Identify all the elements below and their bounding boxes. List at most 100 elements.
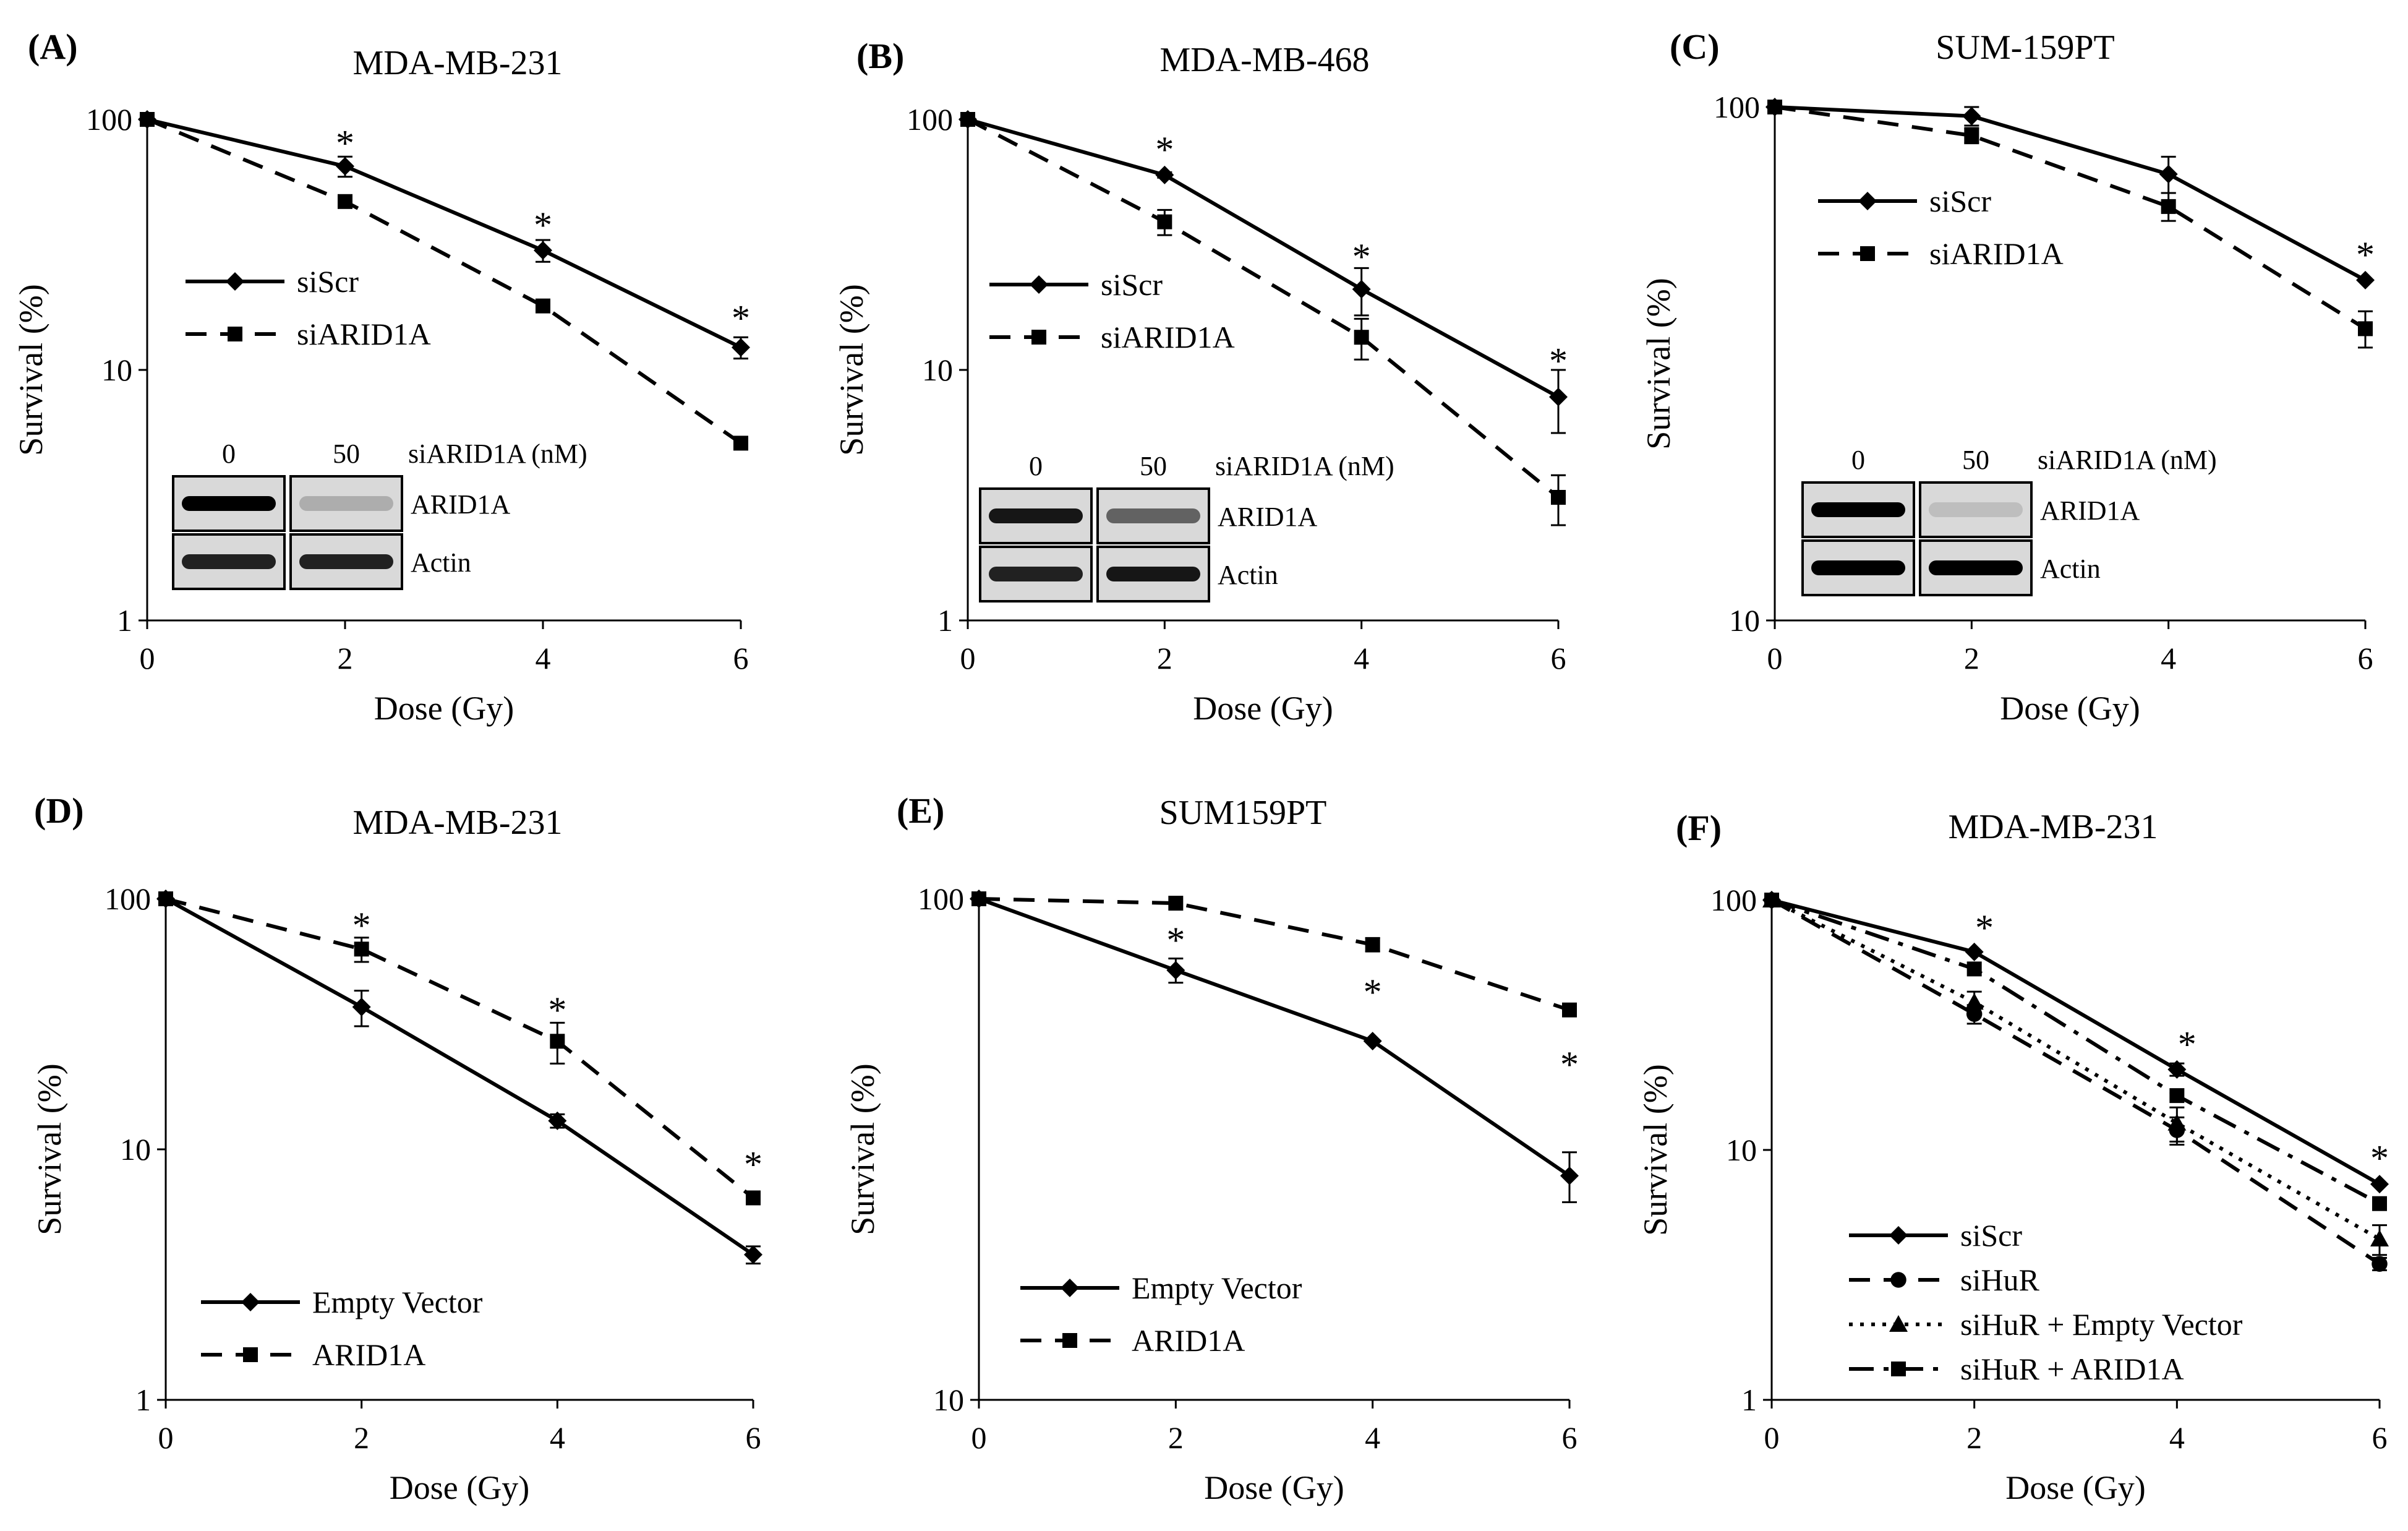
x-axis-title: Dose (Gy) <box>2005 1469 2145 1506</box>
x-tick-label: 4 <box>2169 1420 2185 1455</box>
data-point <box>1562 1002 1577 1018</box>
x-tick-label: 0 <box>140 641 155 675</box>
significance-star: * <box>1975 907 1994 948</box>
panel-title: MDA-MB-231 <box>1948 808 2158 846</box>
blot-band <box>1106 508 1200 523</box>
legend-swatch-marker <box>226 272 244 291</box>
x-tick-label: 6 <box>746 1420 761 1455</box>
data-point <box>158 891 173 906</box>
panel-0: (A) MDA-MB-231 0 2 4 6 1 10 100 Dose (Gy) Survival… <box>12 27 750 727</box>
data-point <box>733 435 748 451</box>
data-point <box>2372 1256 2388 1272</box>
y-tick-label: 100 <box>907 102 953 137</box>
data-point <box>354 941 369 957</box>
x-axis-title: Dose (Gy) <box>390 1469 529 1506</box>
data-point <box>550 1034 565 1049</box>
data-point <box>2167 1113 2187 1131</box>
data-point <box>352 997 371 1016</box>
series-3 <box>1764 893 2387 1211</box>
blot-treatment-label: siARID1A (nM) <box>2038 445 2217 475</box>
panel-5: (F) MDA-MB-231 0 2 4 6 1 10 100 Dose (Gy) Survival… <box>1637 808 2389 1506</box>
y-tick-label: 10 <box>1726 1133 1757 1167</box>
blot-band <box>989 567 1083 581</box>
series-1 <box>140 112 748 451</box>
series-1 <box>1767 100 2373 349</box>
panel-letter: (F) <box>1676 808 1722 848</box>
data-point <box>2167 1060 2187 1079</box>
significance-star: * <box>732 298 750 339</box>
panel-title: SUM159PT <box>1159 794 1327 832</box>
legend: siScr siHuR siHuR + Empty Vector siHuR + AR… <box>1849 1218 2243 1386</box>
blot-band <box>299 496 393 511</box>
legend-label: siHuR + ARID1A <box>1960 1352 2184 1386</box>
blot-lane-label: 50 <box>1962 445 1989 475</box>
legend-swatch-marker <box>1889 1226 1908 1245</box>
panel-letter: (D) <box>34 791 84 831</box>
significance-star: * <box>1364 972 1382 1013</box>
x-axis-title: Dose (Gy) <box>1193 690 1333 727</box>
x-tick-label: 6 <box>1562 1420 1578 1455</box>
y-tick-label: 1 <box>1741 1383 1757 1417</box>
x-tick-label: 6 <box>1551 641 1566 675</box>
panel-letter: (C) <box>1670 27 1720 67</box>
panel-title: MDA-MB-231 <box>352 804 562 842</box>
significance-star: * <box>744 1144 762 1185</box>
blot-lane-label: 0 <box>222 439 236 469</box>
legend: siScr siARID1A <box>989 267 1235 354</box>
blot-band <box>182 554 276 569</box>
legend-label: ARID1A <box>1132 1323 1245 1358</box>
data-point <box>534 241 552 260</box>
x-tick-label: 0 <box>158 1420 174 1455</box>
blot-row-label: ARID1A <box>411 489 511 520</box>
data-point <box>1352 280 1371 299</box>
legend-label: siARID1A <box>1929 236 2064 271</box>
blot-row-label: Actin <box>1218 560 1278 590</box>
series-line <box>978 897 1571 1178</box>
legend-label: siScr <box>1929 184 1991 218</box>
x-axis-title: Dose (Gy) <box>1204 1469 1344 1506</box>
data-point <box>1365 937 1380 953</box>
blot-lane-label: 0 <box>1851 445 1865 475</box>
data-point <box>1549 387 1568 406</box>
data-point <box>2161 199 2176 214</box>
series-line <box>967 118 1560 399</box>
legend: siScr siARID1A <box>1818 184 2064 271</box>
x-tick-label: 0 <box>971 1420 987 1455</box>
y-axis-title: Survival (%) <box>833 284 870 455</box>
data-point <box>336 157 354 176</box>
data-point <box>1363 1032 1382 1051</box>
x-tick-label: 2 <box>1966 1420 1982 1455</box>
blot-lane-label: 50 <box>1140 451 1167 481</box>
data-point <box>1965 993 1984 1010</box>
data-point <box>2159 165 2178 184</box>
series-1 <box>960 112 1566 526</box>
series-1 <box>158 891 761 1206</box>
panel-3: (D) MDA-MB-231 0 2 4 6 1 10 100 Dose (Gy) Survival… <box>31 791 762 1506</box>
legend-label: siScr <box>1101 267 1163 302</box>
legend-swatch-marker <box>1891 1362 1906 1376</box>
legend-swatch-marker <box>1889 1315 1908 1332</box>
data-point <box>1966 961 1982 977</box>
series-line <box>1771 898 2381 1206</box>
blot-band <box>182 496 276 511</box>
data-point <box>1157 214 1172 229</box>
significance-star: * <box>2178 1024 2197 1065</box>
x-tick-label: 2 <box>354 1420 369 1455</box>
significance-star: * <box>1166 920 1185 961</box>
x-tick-label: 0 <box>1767 641 1783 675</box>
legend-swatch-marker <box>1858 192 1877 210</box>
data-point <box>1168 896 1184 911</box>
legend-label: siARID1A <box>297 317 431 351</box>
y-tick-label: 100 <box>1714 90 1760 124</box>
legend-label: siHuR + Empty Vector <box>1960 1307 2243 1342</box>
legend: siScr siARID1A <box>186 264 431 351</box>
series-line <box>978 897 1570 1012</box>
blot-treatment-label: siARID1A (nM) <box>1215 451 1394 481</box>
significance-star: * <box>1352 236 1371 277</box>
y-tick-label: 100 <box>918 881 964 916</box>
series-1 <box>1764 892 2388 1272</box>
x-tick-label: 0 <box>960 641 976 675</box>
x-tick-label: 4 <box>550 1420 565 1455</box>
series-line <box>1770 898 2381 1266</box>
